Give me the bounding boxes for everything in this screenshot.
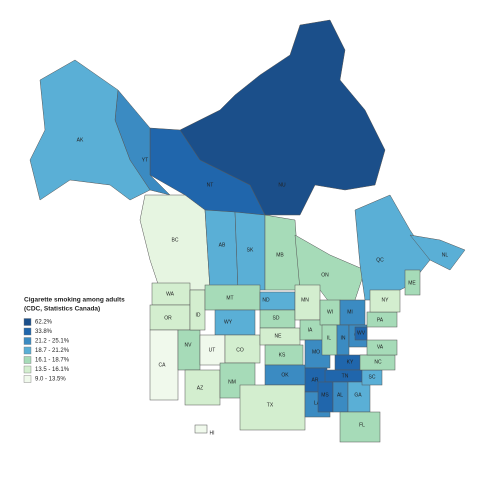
region-label: IN [341, 335, 346, 341]
region-label: SD [273, 315, 280, 321]
region-label: ME [408, 280, 416, 286]
region [404, 269, 421, 296]
region-label: NM [228, 379, 236, 385]
region-label: WV [357, 330, 366, 336]
legend-swatch [23, 365, 32, 374]
region-label: WA [166, 291, 175, 297]
region [409, 234, 466, 271]
legend-swatch [23, 318, 32, 326]
region [366, 339, 398, 356]
region-label: NL [442, 252, 449, 258]
region-label: NC [374, 359, 382, 365]
region-label: BC [172, 237, 179, 243]
region [149, 329, 179, 401]
legend-label: 33.8% [35, 329, 53, 335]
region [224, 334, 261, 364]
region-label: AB [219, 242, 226, 248]
region [214, 309, 256, 336]
region-label: AK [77, 137, 84, 143]
legend-label: 16.1 - 18.7% [35, 358, 70, 364]
legend-subtitle: (CDC, Statistics Canada) [24, 306, 100, 313]
legend-label: 18.7 - 21.2% [35, 348, 70, 354]
region-label: OK [281, 372, 289, 378]
legend-label: 62.2% [35, 320, 53, 326]
region [29, 59, 151, 201]
region-label: NU [278, 182, 286, 188]
region-label: WY [224, 319, 233, 325]
region-label: AZ [197, 385, 203, 391]
region-label: NV [185, 342, 193, 348]
region-label: SC [369, 374, 376, 380]
region-label: ND [262, 297, 270, 303]
region-label: FL [359, 422, 365, 428]
region-label: OR [164, 315, 172, 321]
region [204, 284, 261, 311]
region-label: MI [347, 309, 353, 315]
region-label: QC [376, 257, 384, 263]
region-label: MN [301, 297, 309, 303]
region [354, 326, 368, 341]
region-label: ON [321, 272, 329, 278]
region [339, 299, 366, 326]
region-label: TN [342, 373, 349, 379]
region-label: IL [327, 335, 331, 341]
region [294, 284, 321, 321]
legend-swatch [23, 337, 32, 345]
region-label: CO [236, 347, 244, 353]
region-label: IA [308, 327, 313, 333]
region [177, 329, 201, 371]
legend-swatch [23, 327, 32, 336]
region-label: NE [275, 333, 283, 339]
region-label: TX [267, 402, 274, 408]
region-label: KY [347, 359, 354, 365]
region-label: LA [314, 400, 321, 406]
region [339, 411, 381, 443]
region-label: GA [354, 392, 362, 398]
region [184, 369, 221, 406]
legend-label: 13.5 - 16.1% [35, 367, 70, 373]
region-label: MS [321, 392, 329, 398]
region-label: AL [337, 392, 343, 398]
region-label: UT [209, 347, 216, 353]
region [239, 384, 306, 431]
region-label: MT [226, 295, 233, 301]
region-label: SK [247, 247, 254, 253]
region-label: HI [210, 430, 215, 436]
region-label: MO [312, 349, 320, 355]
region [194, 424, 208, 434]
region-label: ID [196, 312, 201, 318]
region-label: VA [377, 344, 384, 350]
region [204, 209, 239, 291]
legend-swatch [23, 375, 32, 383]
region-label: PA [377, 317, 384, 323]
legend-swatch [23, 346, 32, 355]
legend-label: 9.0 - 13.5% [35, 377, 66, 383]
region-label: YT [142, 157, 148, 163]
region-label: MB [276, 252, 284, 258]
legend: Cigarette smoking among adults (CDC, Sta… [23, 297, 125, 383]
region-label: NT [207, 182, 214, 188]
legend-label: 21.2 - 25.1% [35, 339, 70, 345]
regions: NU NT YT AK BC AB SK MB ON QC NL WA OR CA NV ID MT WY UT AZ… [29, 19, 466, 443]
legend-title: Cigarette smoking among adults [24, 297, 125, 304]
region [369, 289, 401, 313]
region-label: WI [327, 309, 333, 315]
region-label: CA [159, 362, 167, 368]
region-label: KS [279, 352, 286, 358]
region-label: AR [312, 377, 319, 383]
region [189, 289, 206, 331]
region-label: NY [382, 297, 390, 303]
legend-swatch [23, 356, 32, 364]
